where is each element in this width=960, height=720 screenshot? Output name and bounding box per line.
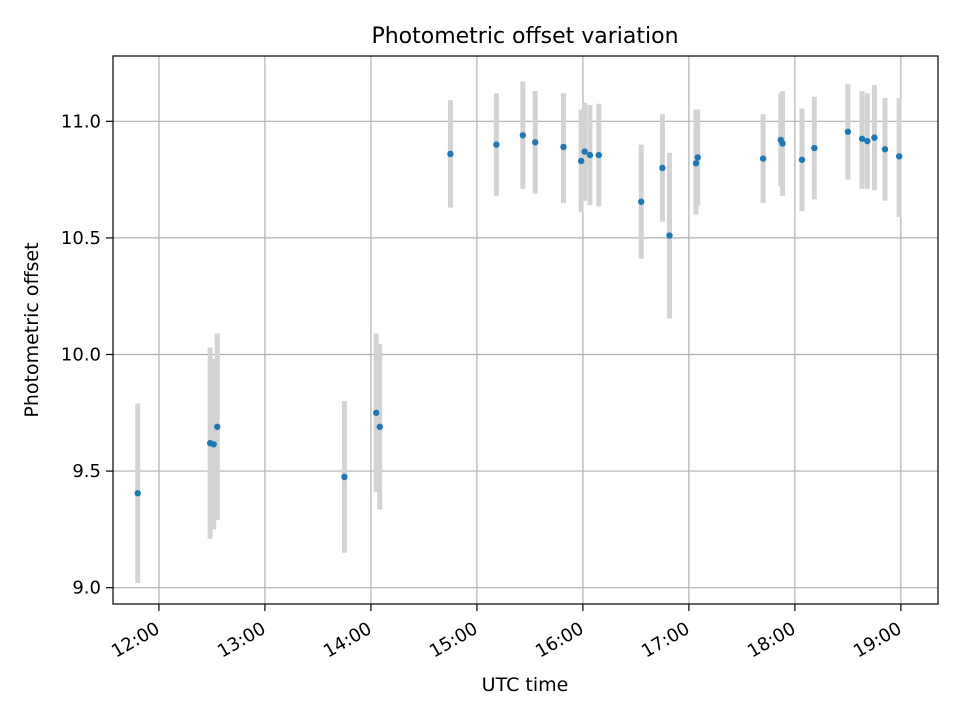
data-point [341, 473, 348, 481]
data-point [376, 423, 383, 430]
chart-title: Photometric offset variation [371, 24, 678, 49]
data-point [134, 490, 141, 497]
data-point [779, 140, 786, 147]
data-point [214, 423, 221, 430]
data-point [871, 134, 878, 141]
data-point [858, 135, 866, 142]
plot-frame [112, 55, 939, 605]
data-point [595, 151, 603, 159]
data-point [844, 128, 852, 135]
data-point [759, 155, 767, 162]
data-point [210, 441, 217, 448]
data-point [519, 132, 527, 139]
data-point [532, 139, 539, 146]
data-point [692, 160, 700, 167]
y-axis-ticks: 9.0 9.5 10.0 10.5 11.0 [61, 111, 113, 599]
data-points [134, 128, 903, 497]
y-tick-label: 10.5 [61, 228, 101, 249]
data-point [493, 141, 500, 148]
data-point [811, 144, 818, 152]
x-axis-label: UTC time [482, 674, 569, 696]
y-axis-label: Photometric offset [21, 242, 43, 417]
y-tick-label: 9.0 [72, 578, 101, 599]
y-tick-label: 9.5 [72, 461, 101, 482]
data-point [577, 157, 585, 165]
data-point [666, 232, 673, 239]
data-point [586, 151, 594, 159]
data-point [694, 154, 701, 161]
data-point [798, 156, 806, 163]
y-tick-label: 11.0 [61, 111, 101, 132]
data-point [581, 148, 588, 155]
data-point [560, 143, 567, 151]
data-point [864, 137, 871, 145]
data-point [895, 153, 903, 160]
data-point [881, 146, 889, 153]
data-point [447, 150, 454, 158]
y-tick-label: 10.0 [61, 344, 101, 365]
data-point [659, 164, 666, 172]
data-point [638, 198, 645, 205]
data-point [373, 409, 380, 416]
